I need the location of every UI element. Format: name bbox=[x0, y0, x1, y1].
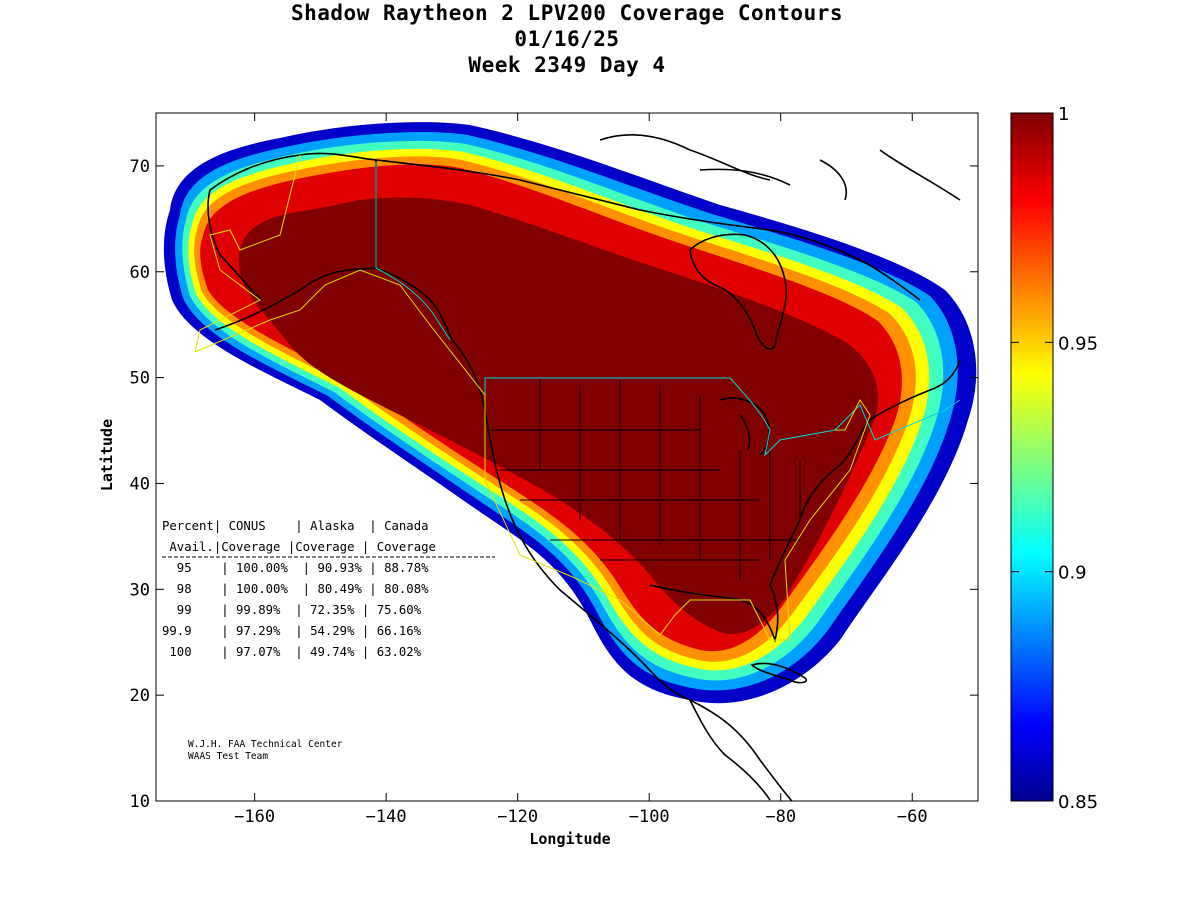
table-row: 99 | 99.89% | 72.35% | 75.60% bbox=[162, 603, 422, 618]
axis-ticks bbox=[156, 113, 978, 802]
chart-title: Shadow Raytheon 2 LPV200 Coverage Contou… bbox=[290, 1, 843, 25]
x-axis-label: Longitude bbox=[529, 830, 610, 848]
table-header-1: Percent| CONUS | Alaska | Canada bbox=[162, 519, 429, 534]
arctic-islands bbox=[599, 134, 961, 201]
coverage-band-100 bbox=[238, 197, 879, 635]
hudson-bay bbox=[689, 233, 788, 350]
y-tick-labels: 10 20 30 40 50 60 70 bbox=[130, 157, 150, 812]
x-tick-label: −100 bbox=[629, 807, 670, 827]
x-tick-label: −140 bbox=[366, 807, 407, 827]
y-tick-label: 70 bbox=[130, 157, 150, 177]
table-header-2: Avail.|Coverage |Coverage | Coverage bbox=[162, 540, 436, 555]
y-axis-label: Latitude bbox=[98, 419, 116, 491]
x-tick-label: −120 bbox=[497, 807, 538, 827]
cuba bbox=[750, 662, 808, 684]
table-row: 99.9 | 97.29% | 54.29% | 66.16% bbox=[162, 624, 422, 639]
x-tick-label: −60 bbox=[897, 807, 928, 827]
coastlines bbox=[207, 134, 961, 801]
coverage-table: Percent| CONUS | Alaska | Canada Avail.|… bbox=[162, 519, 495, 660]
north-america-west-coast bbox=[451, 339, 793, 801]
y-tick-label: 40 bbox=[130, 474, 150, 494]
credit-line-2: WAAS Test Team bbox=[188, 751, 268, 762]
y-tick-label: 50 bbox=[130, 369, 150, 389]
table-row: 100 | 97.07% | 49.74% | 63.02% bbox=[162, 645, 422, 660]
east-coast bbox=[799, 359, 961, 521]
x-tick-labels: −160 −140 −120 −100 −80 −60 bbox=[234, 807, 927, 827]
x-tick-label: −80 bbox=[765, 807, 796, 827]
y-tick-label: 10 bbox=[130, 792, 150, 812]
colorbar-tick-label: 1 bbox=[1058, 104, 1069, 125]
y-tick-label: 30 bbox=[130, 580, 150, 600]
colorbar-ticks: 1 0.95 0.9 0.85 bbox=[1011, 104, 1098, 813]
x-tick-label: −160 bbox=[234, 807, 275, 827]
colorbar-tick-label: 0.9 bbox=[1058, 563, 1087, 584]
colorbar-tick-label: 0.95 bbox=[1058, 333, 1098, 354]
credit-line-1: W.J.H. FAA Technical Center bbox=[188, 739, 343, 750]
colorbar bbox=[1010, 112, 1054, 802]
alaska-coast bbox=[207, 152, 453, 341]
chart-date: 01/16/25 bbox=[514, 27, 620, 51]
colorbar-tick-label: 0.85 bbox=[1058, 792, 1098, 813]
y-tick-label: 60 bbox=[130, 263, 150, 283]
arctic-coast bbox=[375, 159, 921, 301]
coverage-contours bbox=[163, 122, 977, 704]
y-tick-label: 20 bbox=[130, 686, 150, 706]
region-boundaries bbox=[194, 154, 961, 641]
central-america bbox=[689, 699, 771, 801]
table-row: 98 | 100.00% | 80.49% | 80.08% bbox=[162, 582, 429, 597]
chart-week-day: Week 2349 Day 4 bbox=[468, 53, 666, 77]
table-row: 95 | 100.00% | 90.93% | 88.78% bbox=[162, 561, 429, 576]
